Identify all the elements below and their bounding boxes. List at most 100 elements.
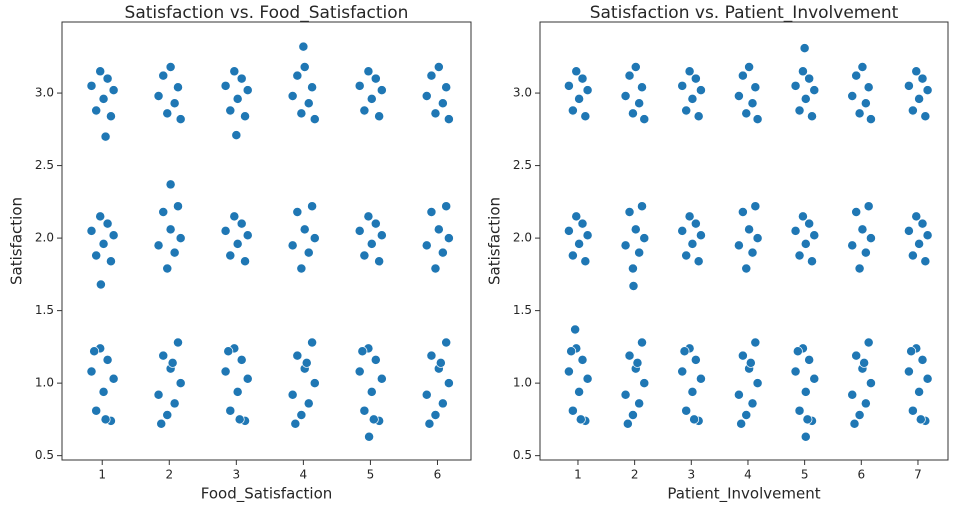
point xyxy=(363,66,374,77)
point xyxy=(681,405,692,416)
point xyxy=(737,70,748,81)
point xyxy=(175,378,186,389)
point xyxy=(430,108,441,119)
point xyxy=(158,70,169,81)
point xyxy=(220,366,231,377)
point xyxy=(232,93,243,104)
x-tick-label: 6 xyxy=(434,468,442,482)
point xyxy=(571,211,582,222)
point xyxy=(236,73,247,84)
point xyxy=(804,354,815,365)
point xyxy=(637,82,647,93)
point xyxy=(622,418,633,429)
point xyxy=(95,66,106,77)
x-tick-label: 1 xyxy=(574,468,582,482)
point xyxy=(741,108,752,119)
point xyxy=(627,263,638,274)
point xyxy=(175,233,186,244)
point xyxy=(863,82,874,93)
point xyxy=(639,378,650,389)
point xyxy=(857,224,868,235)
point xyxy=(229,66,240,77)
y-tick-label: 2.0 xyxy=(35,231,54,245)
point xyxy=(296,108,307,119)
point xyxy=(620,389,631,400)
point xyxy=(307,82,318,93)
point xyxy=(687,238,698,249)
point xyxy=(863,201,874,212)
point xyxy=(225,405,236,416)
point xyxy=(430,263,441,274)
point xyxy=(741,410,752,420)
point xyxy=(153,240,164,251)
point xyxy=(922,85,933,96)
point xyxy=(86,225,97,236)
point xyxy=(750,82,761,93)
point xyxy=(620,91,631,101)
point xyxy=(799,43,810,54)
point xyxy=(566,346,577,357)
point xyxy=(296,263,307,274)
point xyxy=(684,66,695,77)
point xyxy=(907,250,918,261)
point xyxy=(366,238,377,249)
point xyxy=(854,108,865,119)
point xyxy=(807,111,817,122)
point xyxy=(156,418,167,429)
point xyxy=(582,373,593,384)
point xyxy=(158,207,169,217)
point xyxy=(370,354,381,365)
point xyxy=(173,337,183,348)
point xyxy=(634,247,645,258)
point xyxy=(563,80,574,91)
point xyxy=(232,386,243,397)
x-tick-label: 3 xyxy=(687,468,695,482)
point xyxy=(809,373,820,384)
point xyxy=(225,250,236,261)
point xyxy=(354,80,365,91)
point xyxy=(229,211,240,222)
point xyxy=(309,114,320,125)
point xyxy=(860,398,871,409)
point xyxy=(108,373,119,384)
point xyxy=(287,91,298,101)
point xyxy=(102,218,113,229)
point xyxy=(366,93,377,104)
point xyxy=(169,98,180,109)
y-tick-label: 1.0 xyxy=(513,376,532,390)
point xyxy=(624,350,635,361)
point xyxy=(575,414,586,425)
point xyxy=(750,337,761,348)
point xyxy=(917,354,928,365)
point xyxy=(620,240,631,251)
point xyxy=(242,373,253,384)
chart-title: Satisfaction vs. Food_Satisfaction xyxy=(125,3,409,23)
point xyxy=(175,114,186,125)
point xyxy=(577,218,588,229)
point xyxy=(242,230,253,241)
point xyxy=(580,256,591,267)
y-tick-label: 0.5 xyxy=(513,448,532,462)
point xyxy=(690,73,701,84)
point xyxy=(443,114,454,125)
point xyxy=(108,230,119,241)
point xyxy=(86,366,97,377)
point xyxy=(733,240,744,251)
y-tick-label: 1.0 xyxy=(35,376,54,390)
point xyxy=(630,62,641,72)
point xyxy=(684,211,695,222)
y-tick-label: 3.0 xyxy=(513,86,532,100)
point xyxy=(681,250,692,261)
point xyxy=(807,256,817,267)
point xyxy=(630,224,641,235)
point xyxy=(624,207,635,217)
point xyxy=(849,418,860,429)
point xyxy=(797,211,808,222)
point xyxy=(695,230,706,241)
point xyxy=(567,105,578,116)
point xyxy=(752,378,763,389)
point xyxy=(292,350,303,361)
x-tick-label: 4 xyxy=(744,468,752,482)
point xyxy=(443,233,454,244)
point xyxy=(809,85,820,96)
